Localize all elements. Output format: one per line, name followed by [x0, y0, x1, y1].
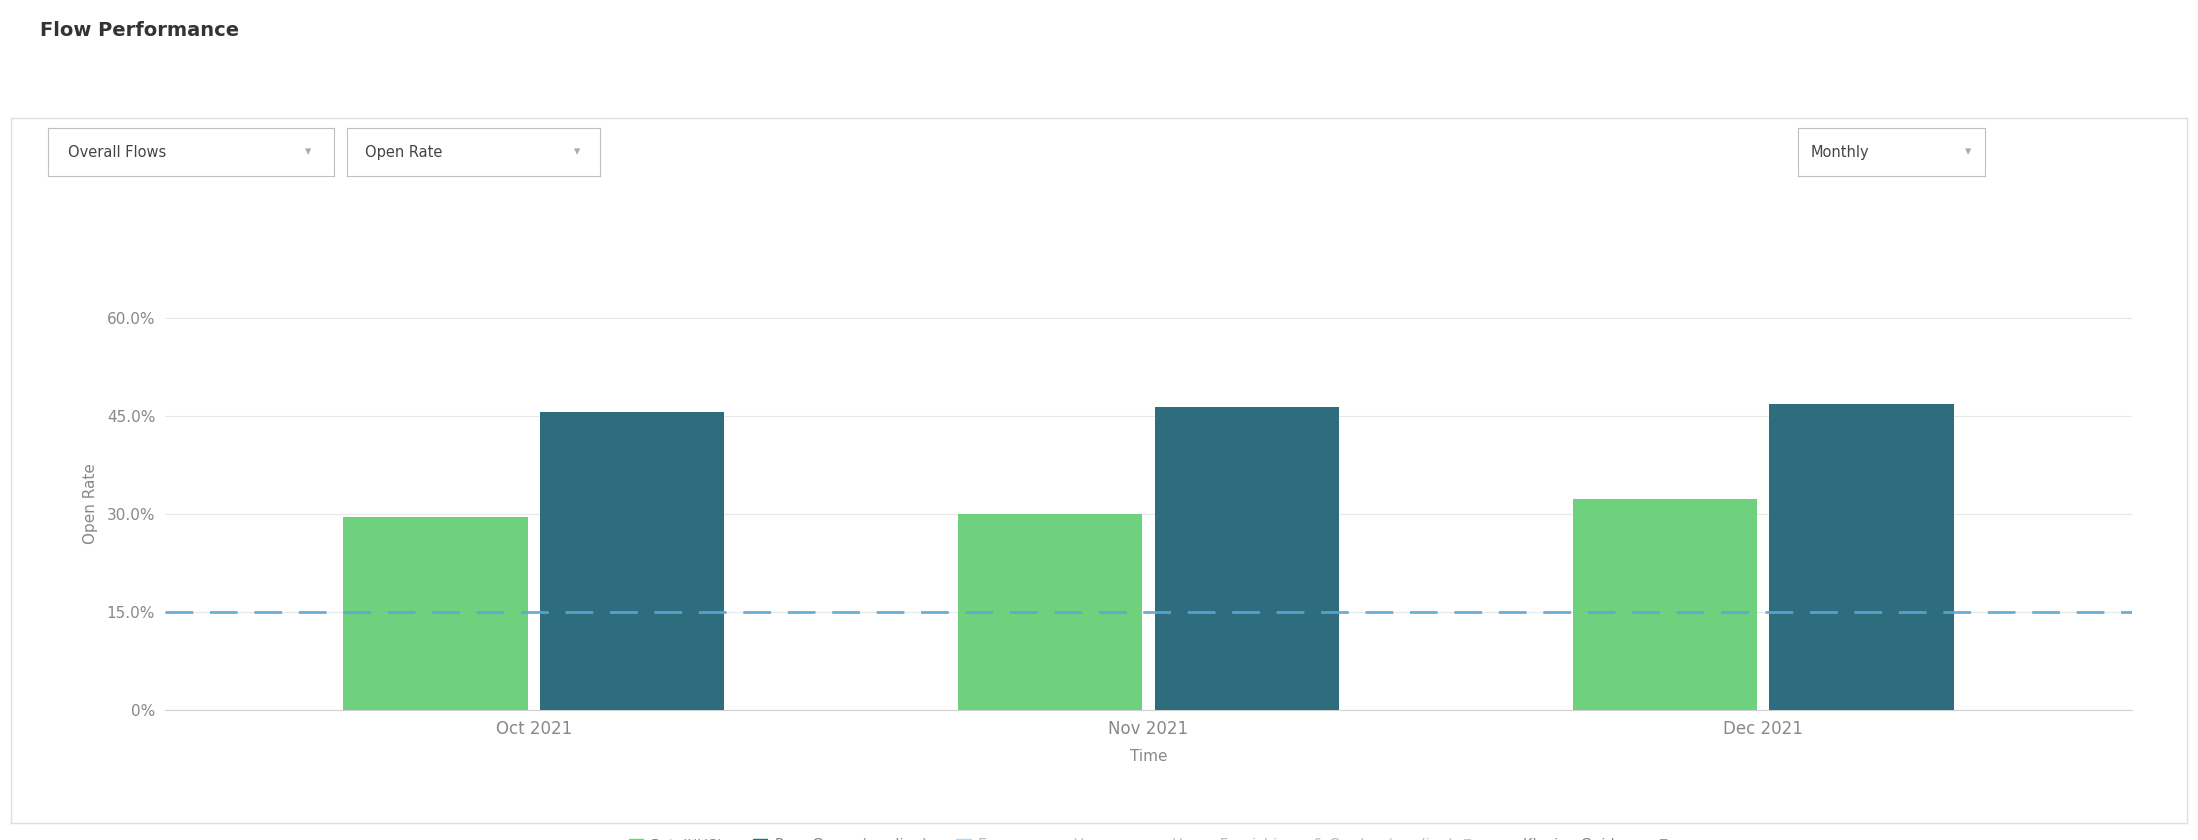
Bar: [1769, 404, 1954, 710]
Bar: [1154, 407, 1339, 710]
Text: Overall Flows: Overall Flows: [68, 144, 167, 160]
Y-axis label: Open Rate: Open Rate: [84, 464, 99, 544]
Text: ▾: ▾: [1965, 145, 1972, 159]
Text: ▾: ▾: [306, 145, 312, 159]
Bar: [1572, 499, 1756, 710]
Text: Monthly: Monthly: [1811, 144, 1870, 160]
X-axis label: Time: Time: [1130, 748, 1167, 764]
Bar: [541, 412, 725, 710]
Text: Open Rate: Open Rate: [365, 144, 442, 160]
Text: ▾: ▾: [574, 145, 580, 159]
Legend: Retail(US), Peer Group (median), Ecommerce, Housewares, Home Furnishings, & Gard: Retail(US), Peer Group (median), Ecommer…: [622, 832, 1675, 840]
Text: Flow Performance: Flow Performance: [40, 21, 240, 40]
Bar: [958, 514, 1143, 710]
Bar: [343, 517, 528, 710]
